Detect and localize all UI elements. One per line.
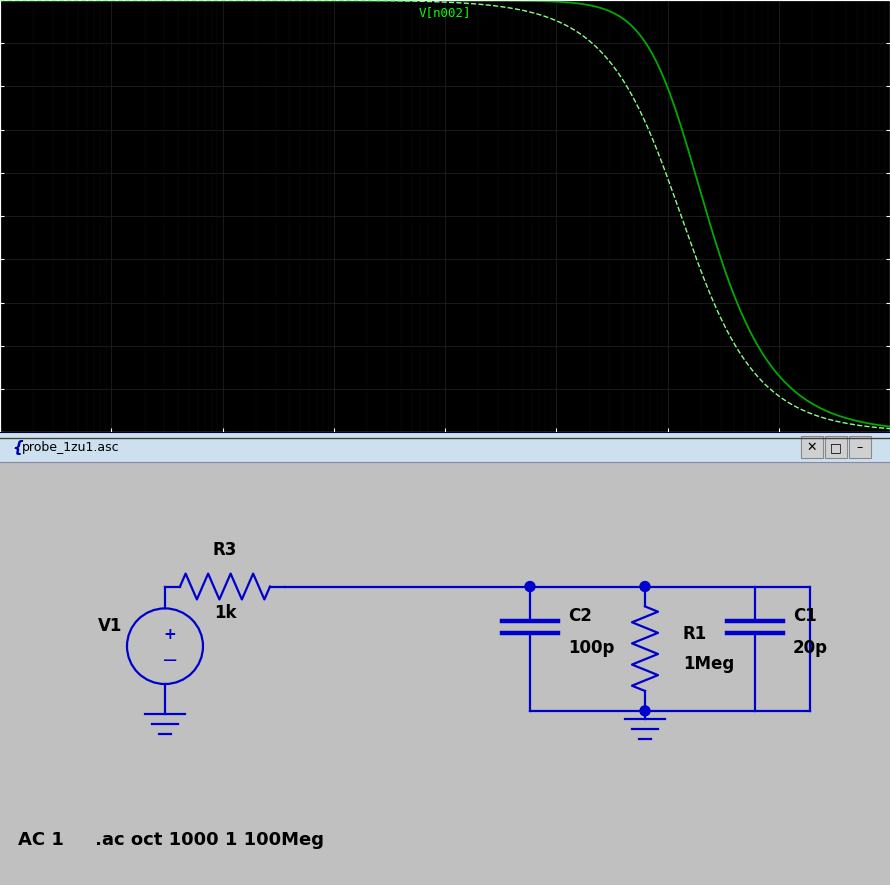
Text: ✕: ✕ bbox=[806, 441, 817, 454]
Circle shape bbox=[525, 581, 535, 591]
Text: R3: R3 bbox=[213, 541, 238, 558]
Text: 1k: 1k bbox=[214, 604, 236, 622]
Bar bbox=[0, 432, 890, 462]
Text: −: − bbox=[162, 650, 178, 670]
Circle shape bbox=[640, 706, 650, 716]
Text: probe_1zu1.asc: probe_1zu1.asc bbox=[22, 441, 119, 454]
Bar bbox=[825, 436, 847, 458]
Circle shape bbox=[640, 581, 650, 591]
Text: 20p: 20p bbox=[793, 639, 828, 658]
Text: –: – bbox=[857, 441, 863, 454]
Text: {: { bbox=[12, 440, 23, 455]
Text: □: □ bbox=[830, 441, 842, 454]
Bar bbox=[801, 436, 823, 458]
Text: C1: C1 bbox=[793, 607, 817, 626]
Text: R1: R1 bbox=[683, 625, 708, 643]
Text: 100p: 100p bbox=[568, 639, 614, 658]
Text: AC 1     .ac oct 1000 1 100Meg: AC 1 .ac oct 1000 1 100Meg bbox=[18, 831, 324, 850]
Text: V1: V1 bbox=[98, 618, 122, 635]
Text: C2: C2 bbox=[568, 607, 592, 626]
Text: +: + bbox=[164, 627, 176, 642]
Text: 1Meg: 1Meg bbox=[683, 655, 734, 673]
Text: V[n002]: V[n002] bbox=[419, 6, 471, 19]
Bar bbox=[849, 436, 871, 458]
